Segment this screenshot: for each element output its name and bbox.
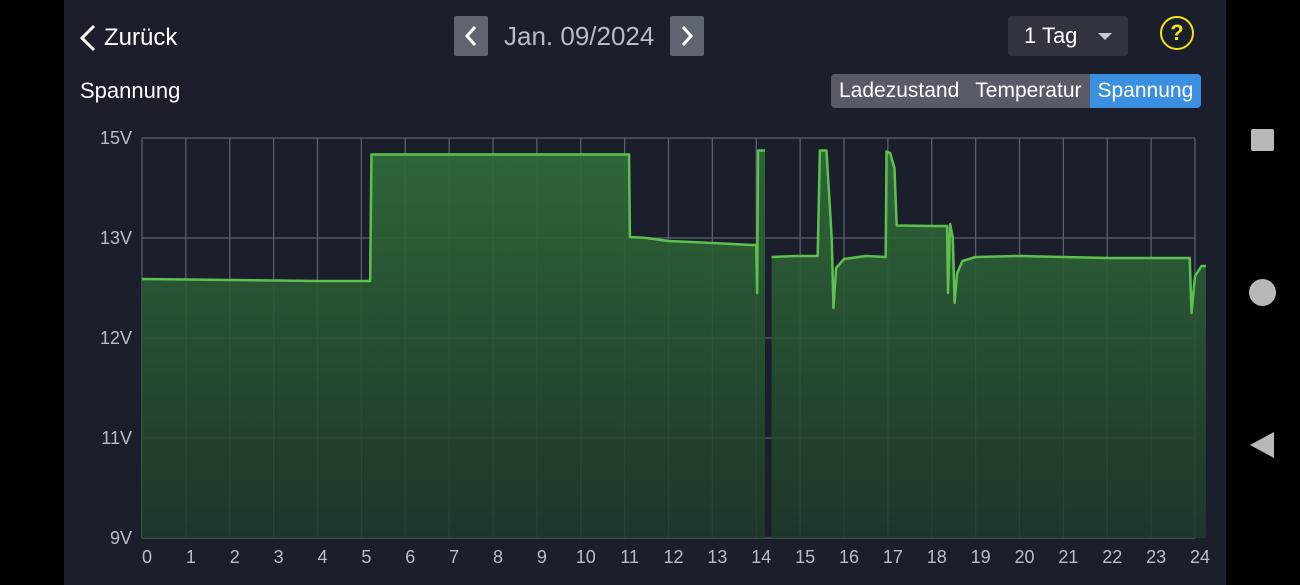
series-line-segment xyxy=(141,149,766,295)
x-tick-label: 0 xyxy=(142,547,152,567)
recent-apps-icon[interactable] xyxy=(1251,129,1274,151)
x-axis-ticks: 0 1 2 3 4 5 6 7 8 9 10 11 12 13 14 15 16 17 18 19 20 21 22 23 24 xyxy=(142,547,1210,567)
x-tick-label: 17 xyxy=(883,547,903,567)
chart-series-line xyxy=(141,149,1206,315)
chart-area-fill xyxy=(142,150,1206,538)
x-tick-label: 13 xyxy=(707,547,727,567)
x-tick-label: 23 xyxy=(1146,547,1166,567)
x-tick-label: 7 xyxy=(449,547,459,567)
x-tick-label: 1 xyxy=(186,547,196,567)
y-tick-label: 11V xyxy=(101,428,132,448)
x-tick-label: 22 xyxy=(1102,547,1122,567)
x-tick-label: 16 xyxy=(839,547,859,567)
x-tick-label: 14 xyxy=(751,547,771,567)
y-tick-label: 13V xyxy=(100,228,132,248)
y-tick-label: 9V xyxy=(110,528,132,548)
previous-day-button[interactable] xyxy=(454,16,488,56)
x-tick-label: 15 xyxy=(795,547,815,567)
x-tick-label: 8 xyxy=(493,547,503,567)
chevron-down-icon xyxy=(1098,33,1112,40)
system-back-icon[interactable] xyxy=(1250,432,1274,458)
app-screen: Zurück Jan. 09/2024 1 Tag ? Spannung Lad… xyxy=(64,0,1226,585)
range-select[interactable]: 1 Tag xyxy=(1008,16,1128,56)
y-axis-ticks: 9V 11V 12V 13V 15V xyxy=(100,128,132,548)
help-button[interactable]: ? xyxy=(1160,16,1194,50)
series-area-segment xyxy=(771,150,1206,538)
x-tick-label: 2 xyxy=(230,547,240,567)
x-tick-label: 24 xyxy=(1190,547,1210,567)
y-tick-label: 15V xyxy=(100,128,132,148)
series-line-segment xyxy=(771,149,1206,315)
x-tick-label: 3 xyxy=(274,547,284,567)
x-tick-label: 4 xyxy=(317,547,327,567)
x-tick-label: 19 xyxy=(971,547,991,567)
x-tick-label: 12 xyxy=(663,547,683,567)
metric-tabs: Ladezustand Temperatur Spannung xyxy=(831,74,1202,108)
current-date: Jan. 09/2024 xyxy=(504,21,655,51)
back-label: Zurück xyxy=(104,24,178,51)
tab-ladezustand[interactable]: Ladezustand xyxy=(839,79,960,102)
chevron-left-icon xyxy=(464,26,477,46)
x-tick-label: 6 xyxy=(405,547,415,567)
range-select-value: 1 Tag xyxy=(1024,23,1078,48)
x-tick-label: 21 xyxy=(1058,547,1078,567)
tab-spannung[interactable]: Spannung xyxy=(1089,74,1202,108)
x-tick-label: 18 xyxy=(927,547,947,567)
date-navigator: Jan. 09/2024 xyxy=(454,16,705,56)
x-tick-label: 11 xyxy=(620,547,639,567)
chevron-right-icon xyxy=(682,26,694,46)
section-title: Spannung xyxy=(80,78,181,103)
series-area-segment xyxy=(142,150,766,538)
chevron-left-icon xyxy=(79,24,96,52)
y-tick-label: 12V xyxy=(100,328,132,348)
next-day-button[interactable] xyxy=(670,16,705,56)
x-tick-label: 5 xyxy=(361,547,371,567)
x-tick-label: 20 xyxy=(1014,547,1034,567)
x-tick-label: 10 xyxy=(576,547,596,567)
back-button[interactable]: Zurück xyxy=(78,18,177,58)
home-icon[interactable] xyxy=(1249,279,1276,306)
x-tick-label: 9 xyxy=(537,547,547,567)
tab-temperatur[interactable]: Temperatur xyxy=(975,79,1082,102)
